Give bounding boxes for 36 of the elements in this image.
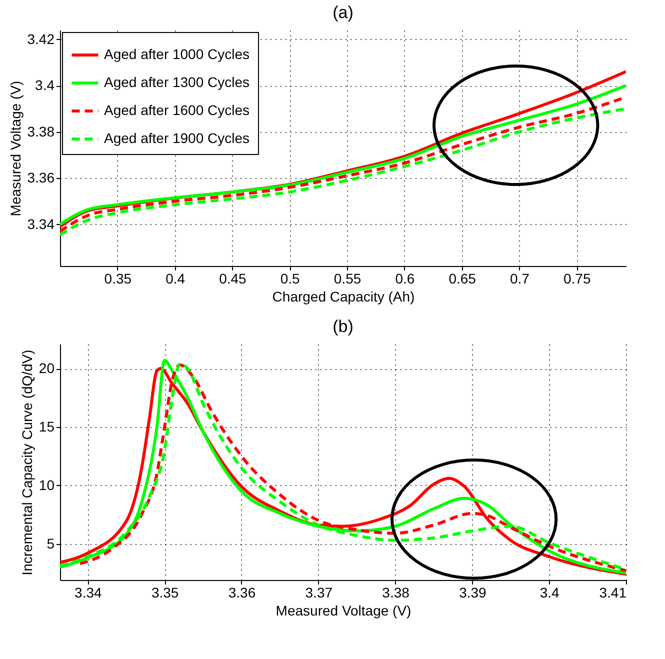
legend-label: Aged after 1000 Cycles bbox=[104, 46, 250, 62]
y-tick-label: 3.4 bbox=[35, 77, 55, 94]
x-tick-label: 0.65 bbox=[448, 270, 476, 286]
x-tick-label: 3.35 bbox=[151, 584, 179, 600]
y-axis-title: Measured Voltage (V) bbox=[7, 80, 24, 216]
x-tick-label: 0.4 bbox=[166, 270, 186, 286]
x-tick-label: 0.45 bbox=[219, 270, 247, 286]
y-tick-label: 3.34 bbox=[27, 216, 55, 232]
y-tick-label: 3.42 bbox=[27, 30, 55, 47]
legend-label: Aged after 1600 Cycles bbox=[104, 102, 250, 118]
x-tick-label: 3.4 bbox=[540, 584, 560, 600]
y-tick-label: 20 bbox=[38, 360, 55, 376]
x-tick-label: 0.55 bbox=[334, 270, 362, 286]
x-tick-label: 3.39 bbox=[459, 584, 487, 600]
x-tick-label: 3.34 bbox=[74, 584, 102, 600]
x-tick-label: 0.5 bbox=[280, 270, 300, 286]
x-tick-label: 3.38 bbox=[382, 584, 410, 600]
legend-label: Aged after 1300 Cycles bbox=[104, 74, 250, 90]
x-tick-label: 3.37 bbox=[305, 584, 333, 600]
x-axis-title: Charged Capacity (Ah) bbox=[272, 288, 415, 304]
y-tick-label: 10 bbox=[38, 476, 55, 493]
y-tick-label: 15 bbox=[38, 418, 55, 434]
x-tick-label: 0.75 bbox=[564, 270, 591, 286]
x-tick-label: 3.41 bbox=[599, 584, 627, 600]
x-axis-title: Measured Voltage (V) bbox=[276, 602, 412, 618]
x-tick-label: 3.36 bbox=[228, 584, 256, 600]
y-tick-label: 3.36 bbox=[27, 170, 55, 186]
x-tick-label: 0.35 bbox=[104, 270, 132, 286]
x-tick-label: 0.6 bbox=[395, 270, 415, 286]
y-axis-title: Incremental Capacity Curve (dQ/dV) bbox=[18, 350, 35, 576]
x-tick-label: 0.7 bbox=[510, 270, 530, 286]
y-tick-label: 3.38 bbox=[27, 123, 55, 140]
legend-label: Aged after 1900 Cycles bbox=[104, 130, 250, 146]
y-tick-label: 5 bbox=[46, 535, 55, 552]
chart-title: (a) bbox=[332, 3, 354, 22]
chart-title: (b) bbox=[332, 317, 354, 336]
